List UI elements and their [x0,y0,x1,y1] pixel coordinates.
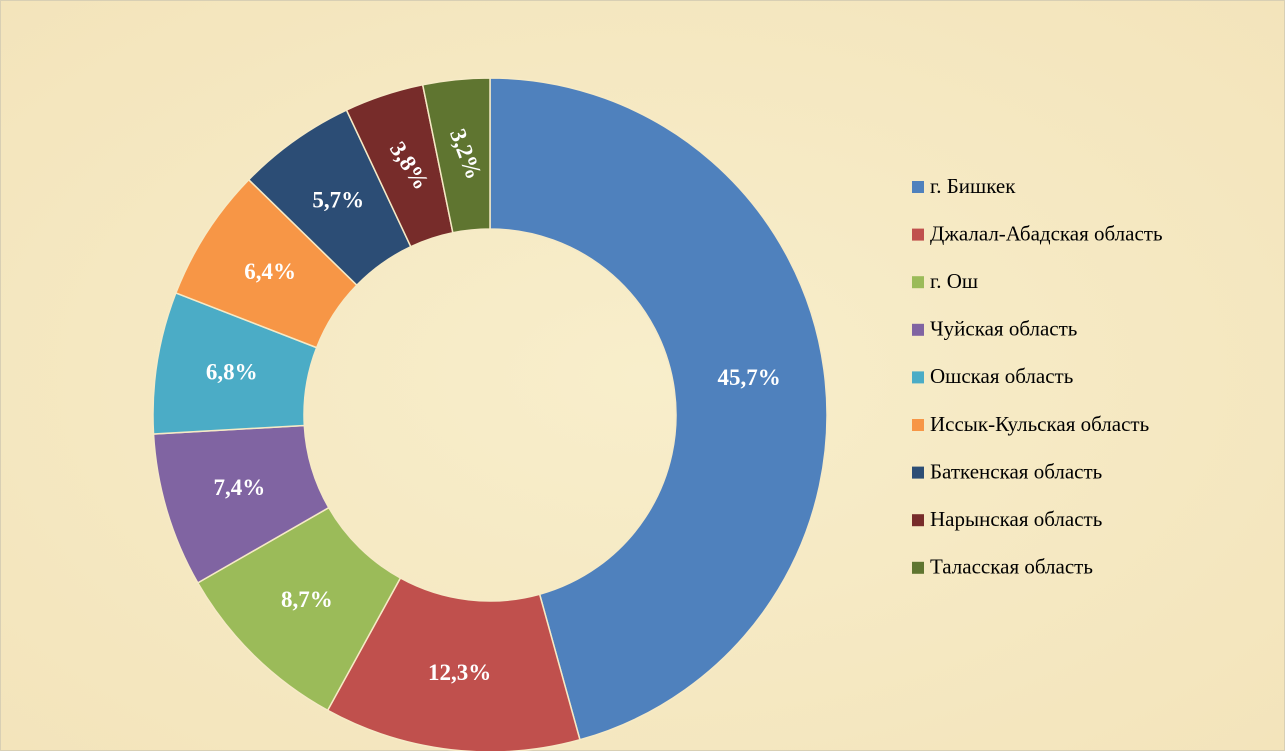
legend-swatch [912,419,924,431]
legend-label: Иссык-Кульская область [930,412,1149,436]
legend-label: Баткенская область [930,459,1102,483]
legend-label: Чуйская область [930,317,1077,341]
data-label: 45,7% [717,365,780,390]
legend-label: г. Бишкек [930,174,1016,198]
legend-swatch [912,466,924,479]
legend-swatch [912,181,924,193]
legend-label: Таласская область [930,555,1093,579]
legend-swatch [912,514,924,527]
legend-swatch [912,228,924,241]
legend-label: Нарынская область [930,507,1102,531]
legend: г. Бишкек Джалал-Абадская область г. Ош Чуй… [912,174,1163,579]
legend-label: Джалал-Абадская область [930,221,1163,245]
legend-label: г. Ош [930,269,978,293]
data-label: 12,3% [428,660,491,685]
legend-swatch [912,561,924,574]
legend-label: Ошская область [930,364,1073,388]
legend-swatch [912,323,924,336]
slice [489,77,828,741]
legend-swatch [912,371,924,384]
slice [326,576,581,751]
data-label: 6,8% [206,359,258,384]
data-label: 8,7% [281,587,333,612]
donut: 45,7%12,3%8,7%7,4%6,8%6,4%5,7%3,8% 3,2% [152,77,828,751]
legend-swatch [912,276,924,289]
data-label: 6,4% [244,259,296,284]
slice [421,77,491,234]
data-label: 7,4% [213,475,265,500]
data-label: 5,7% [312,187,364,212]
